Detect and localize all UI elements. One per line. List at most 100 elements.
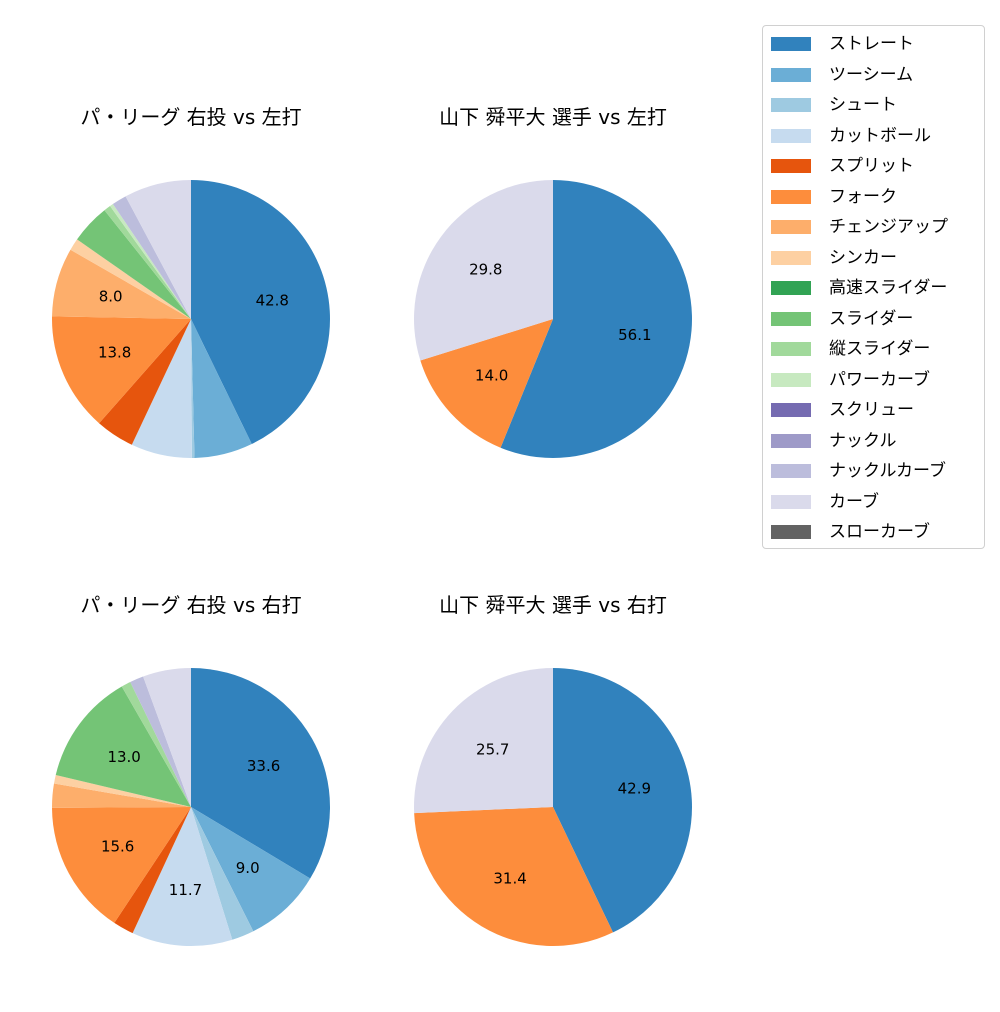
pie-panel-pl-rhp-vs-lhb: パ・リーグ 右投 vs 左打 42.8 13.8 8.0 — [26, 104, 356, 524]
pie-slice — [191, 807, 311, 932]
pie-slice — [143, 668, 191, 807]
slice-label: 31.4 — [493, 870, 526, 888]
slice-label: 8.0 — [99, 288, 123, 306]
legend-swatch — [771, 525, 811, 539]
pie-slice — [77, 210, 191, 319]
legend-item: スプリット — [771, 154, 981, 178]
pie-chart: 42.8 13.8 8.0 — [52, 180, 330, 458]
legend-swatch — [771, 403, 811, 417]
legend-item: チェンジアップ — [771, 215, 981, 239]
legend-label: ナックル — [829, 430, 897, 451]
slice-label: 42.9 — [618, 780, 651, 798]
pie-slice — [420, 319, 553, 448]
slice-label: 13.8 — [98, 344, 131, 362]
pie-slice — [132, 807, 233, 946]
legend-swatch — [771, 128, 811, 143]
legend-label: ナックルカーブ — [829, 461, 946, 481]
legend-item: ストレート — [771, 32, 981, 56]
pie-slice — [112, 196, 191, 319]
legend-label: スローカーブ — [829, 522, 930, 542]
legend-item: 高速スライダー — [771, 276, 981, 300]
legend-item: シュート — [771, 93, 981, 117]
pie-slice — [413, 180, 553, 361]
pie-slice — [130, 676, 191, 807]
legend-item: ナックルカーブ — [771, 459, 981, 483]
slice-label: 15.6 — [101, 838, 134, 856]
legend-swatch — [771, 464, 811, 478]
pie-slice — [414, 807, 613, 946]
chart-title: 山下 舜平大 選手 vs 左打 — [439, 105, 667, 129]
pie-slice — [55, 686, 192, 807]
legend-item: カーブ — [771, 490, 981, 514]
legend-label: スクリュー — [829, 400, 914, 420]
legend-swatch — [771, 220, 811, 234]
legend-label: スライダー — [829, 308, 914, 329]
legend-label: シュート — [829, 95, 897, 115]
legend-label: カットボール — [829, 125, 931, 146]
pie-panel-yamashita-vs-rhb: 山下 舜平大 選手 vs 右打 42.9 31.4 25.7 — [388, 592, 718, 1012]
chart-title: パ・リーグ 右投 vs 左打 — [80, 105, 302, 129]
pie-slice — [191, 668, 330, 879]
pie-chart: 56.1 14.0 29.8 — [413, 180, 692, 458]
pie-slice — [70, 239, 191, 319]
slice-label: 14.0 — [475, 366, 508, 384]
pie-chart: 42.9 31.4 25.7 — [414, 668, 692, 946]
legend-item: スローカーブ — [771, 520, 981, 544]
pie-slice — [52, 249, 192, 319]
pie-slice — [114, 807, 191, 934]
pie-slice — [500, 180, 692, 458]
pie-slice — [191, 180, 330, 445]
pie-slice — [191, 319, 195, 458]
pie-slice — [414, 668, 553, 814]
pie-slice — [52, 316, 191, 424]
pie-panel-yamashita-vs-lhb: 山下 舜平大 選手 vs 左打 56.1 14.0 29.8 — [388, 104, 718, 524]
slice-label: 9.0 — [236, 859, 260, 877]
slice-label: 25.7 — [476, 740, 509, 758]
pie-slice — [99, 319, 191, 445]
legend-item: フォーク — [771, 185, 981, 209]
legend-swatch — [771, 250, 811, 265]
slice-label: 33.6 — [247, 757, 280, 775]
pie-slice — [553, 668, 692, 933]
legend-swatch — [771, 189, 811, 204]
legend-swatch — [771, 494, 811, 509]
legend-item: スライダー — [771, 307, 981, 331]
pie-slice — [104, 206, 191, 319]
legend-label: チェンジアップ — [829, 217, 948, 237]
legend-swatch — [771, 311, 811, 326]
legend-swatch — [771, 433, 811, 448]
legend-label: パワーカーブ — [829, 369, 930, 390]
slice-label: 11.7 — [169, 881, 202, 899]
legend-item: シンカー — [771, 246, 981, 270]
chart-title: パ・リーグ 右投 vs 右打 — [80, 593, 302, 617]
slice-label: 42.8 — [256, 291, 289, 309]
legend: ストレートツーシームシュートカットボール スプリットフォークチェンジアップ シンカー… — [762, 25, 985, 549]
legend-label: 縦スライダー — [829, 339, 931, 359]
legend-swatch — [771, 281, 811, 295]
legend-item: ナックル — [771, 429, 981, 453]
slice-label: 29.8 — [469, 261, 502, 279]
pie-slice — [121, 681, 191, 807]
legend-item: ツーシーム — [771, 63, 981, 87]
legend-swatch — [771, 159, 811, 173]
pie-slice — [52, 807, 191, 923]
legend-label: フォーク — [829, 186, 897, 207]
pie-slice — [110, 204, 191, 319]
legend-swatch — [771, 98, 811, 112]
pie-slice — [53, 774, 192, 807]
legend-item: スクリュー — [771, 398, 981, 422]
pie-slice — [191, 807, 254, 940]
slice-label: 56.1 — [618, 326, 651, 344]
slice-label: 13.0 — [107, 748, 140, 766]
legend-item: 縦スライダー — [771, 337, 981, 361]
legend-label: カーブ — [829, 491, 879, 512]
pie-slice — [52, 783, 191, 808]
legend-label: ツーシーム — [829, 64, 914, 85]
pie-slice — [191, 319, 252, 458]
legend-swatch — [771, 37, 811, 51]
legend-swatch — [771, 67, 811, 82]
legend-label: シンカー — [829, 247, 897, 268]
legend-label: ストレート — [829, 34, 914, 54]
legend-label: スプリット — [829, 156, 914, 176]
legend-label: 高速スライダー — [829, 278, 948, 298]
